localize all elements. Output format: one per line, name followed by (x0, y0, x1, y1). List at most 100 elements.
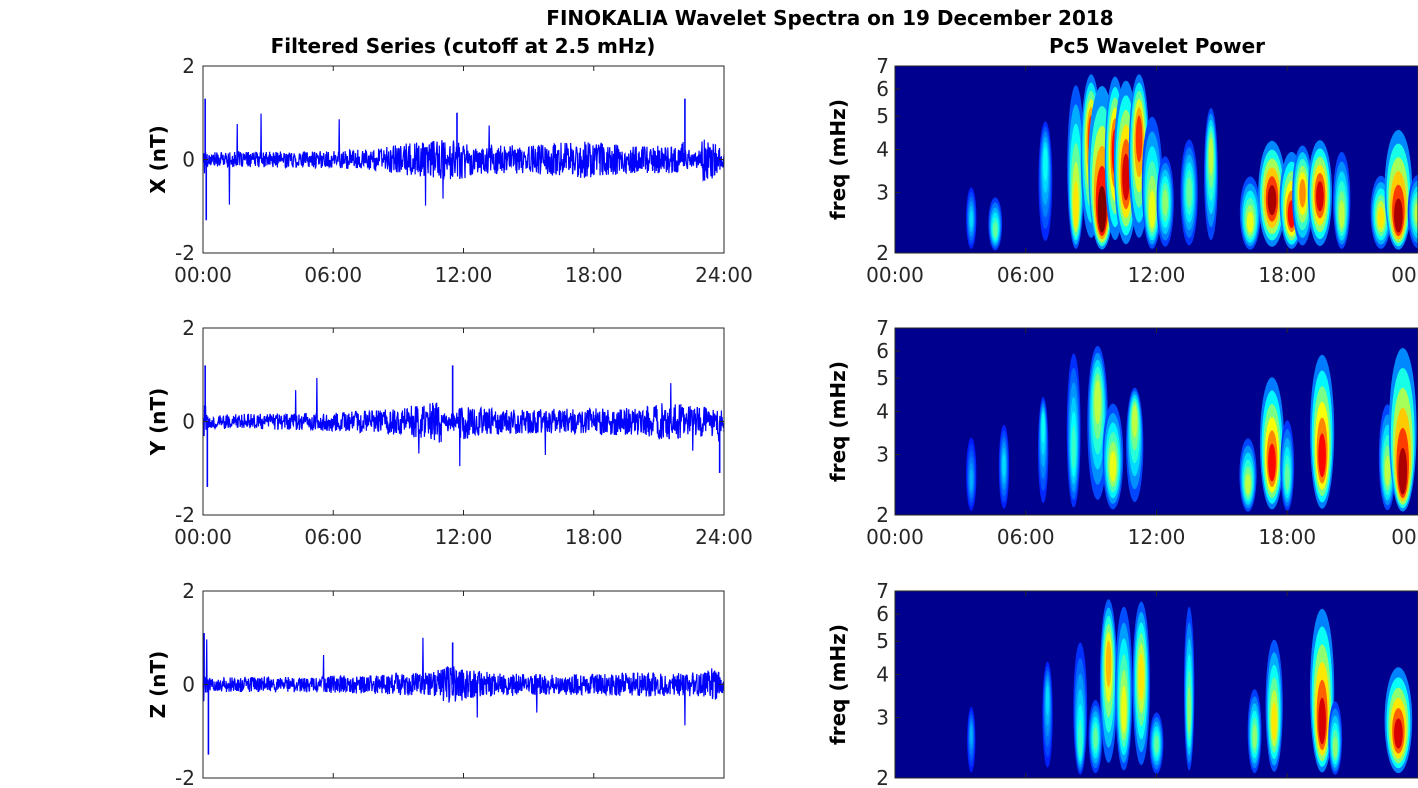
y-tick-label: 6 (876, 339, 889, 363)
y-tick-label: 2 (876, 241, 889, 265)
power-contour (1045, 685, 1050, 716)
y-axis-label: Z (nT) (146, 651, 170, 719)
x-tick-label: 24:00 (695, 525, 753, 549)
power-contour (969, 469, 973, 491)
spectrum-panel-z: 2 3 4 5 67 freq (mHz) (826, 579, 1418, 788)
x-tick-label: 18:00 (1258, 525, 1316, 549)
power-contour (969, 725, 973, 745)
power-contour (1246, 211, 1254, 233)
series-line (202, 637, 725, 726)
x-tick-label: 06:00 (997, 263, 1055, 287)
y-tick-label: 2 (876, 503, 889, 527)
power-contour (1285, 464, 1290, 491)
power-contour (1138, 653, 1144, 701)
y-tick-label: 3 (876, 180, 889, 204)
x-tick-label: 00:00 (866, 263, 924, 287)
y-tick-label: 0 (182, 410, 195, 434)
power-contour (1299, 179, 1306, 208)
power-contour (1105, 640, 1112, 688)
power-contour (1135, 115, 1143, 163)
y-tick-label: -2 (175, 766, 195, 788)
y-axis-label: X (nT) (146, 125, 170, 194)
y-axis-label: freq (mHz) (826, 99, 850, 220)
chart-panels: -2 0 2 X (nT) 00:00 06:00 12:00 18:00 24:00 -2 0 2 Y… (146, 54, 1418, 788)
power-contour (1148, 190, 1156, 229)
x-tick-label: 12:00 (1128, 525, 1186, 549)
spectrum-layer (966, 345, 1417, 512)
x-tick-label: 00 (1391, 263, 1416, 287)
power-contour (1187, 685, 1191, 733)
y-tick-label: -2 (175, 241, 195, 265)
y-tick-label: 7 (876, 54, 889, 78)
power-contour (1109, 451, 1117, 482)
y-tick-label: 7 (876, 316, 889, 340)
spectrum-layer (967, 599, 1413, 775)
y-tick-label: 3 (876, 442, 889, 466)
power-contour (1394, 718, 1403, 749)
power-contour (1162, 189, 1168, 216)
x-tick-label: 18:00 (565, 525, 623, 549)
y-tick-label: 4 (876, 138, 889, 162)
x-tick-label: 00:00 (174, 525, 232, 549)
right-column-title: Pc5 Wavelet Power (1049, 34, 1265, 58)
power-contour (1002, 453, 1006, 478)
y-tick-label: 7 (876, 579, 889, 603)
x-tick-label: 12:00 (1128, 263, 1186, 287)
x-tick-label: 24:00 (695, 263, 753, 287)
y-tick-label: 5 (876, 629, 889, 653)
power-contour (1131, 404, 1138, 438)
power-contour (1208, 137, 1214, 176)
y-axis-label: freq (mHz) (826, 624, 850, 745)
power-contour (1245, 473, 1251, 495)
power-contour (1318, 697, 1326, 745)
power-contour (1333, 736, 1338, 758)
series-panel-y: -2 0 2 Y (nT) 00:00 06:00 12:00 18:00 24:00 (146, 316, 753, 549)
x-tick-label: 18:00 (1258, 263, 1316, 287)
power-contour (1268, 443, 1276, 482)
x-tick-label: 00:00 (866, 525, 924, 549)
x-tick-label: 06:00 (304, 263, 362, 287)
power-contour (1267, 185, 1277, 216)
series-panel-x: -2 0 2 X (nT) 00:00 06:00 12:00 18:00 24:00 (146, 54, 753, 287)
y-tick-label: 4 (876, 663, 889, 687)
power-contour (1078, 719, 1083, 758)
spectrum-panel-y: 2 3 4 5 67 freq (mHz) 00:00 06:00 12:00 18:00 00 (826, 316, 1418, 549)
y-tick-label: 2 (182, 54, 195, 78)
power-contour (1384, 455, 1391, 486)
y-axis-label: Y (nT) (146, 388, 170, 457)
y-tick-label: 5 (876, 366, 889, 390)
power-contour (1122, 153, 1130, 201)
x-tick-label: 06:00 (304, 525, 362, 549)
series-line (202, 377, 725, 467)
power-contour (1377, 207, 1385, 229)
x-tick-label: 18:00 (565, 263, 623, 287)
series-panel-z: -2 0 2 Z (nT) (146, 579, 725, 788)
power-contour (1316, 181, 1324, 212)
power-contour (1071, 425, 1076, 470)
y-tick-label: 3 (876, 705, 889, 729)
power-contour (1398, 447, 1408, 495)
power-contour (1339, 200, 1345, 229)
power-contour (1041, 412, 1045, 444)
power-contour (1252, 724, 1257, 749)
y-tick-label: 0 (182, 148, 195, 172)
power-contour (1097, 185, 1107, 233)
power-contour (1186, 177, 1192, 208)
series-line (202, 113, 725, 206)
x-tick-label: 06:00 (997, 525, 1055, 549)
power-contour (1154, 735, 1159, 754)
y-tick-label: 2 (182, 579, 195, 603)
y-tick-label: 6 (876, 77, 889, 101)
spectrum-layer (966, 74, 1418, 251)
power-contour (1043, 146, 1048, 182)
power-contour (1271, 702, 1277, 741)
y-tick-label: -2 (175, 503, 195, 527)
power-contour (1093, 727, 1098, 749)
x-tick-label: 00 (1391, 525, 1416, 549)
power-contour (1121, 685, 1127, 733)
y-axis-label: freq (mHz) (826, 361, 850, 482)
power-contour (1318, 433, 1326, 478)
power-contour (1414, 202, 1418, 224)
left-column-title: Filtered Series (cutoff at 2.5 mHz) (271, 34, 656, 58)
